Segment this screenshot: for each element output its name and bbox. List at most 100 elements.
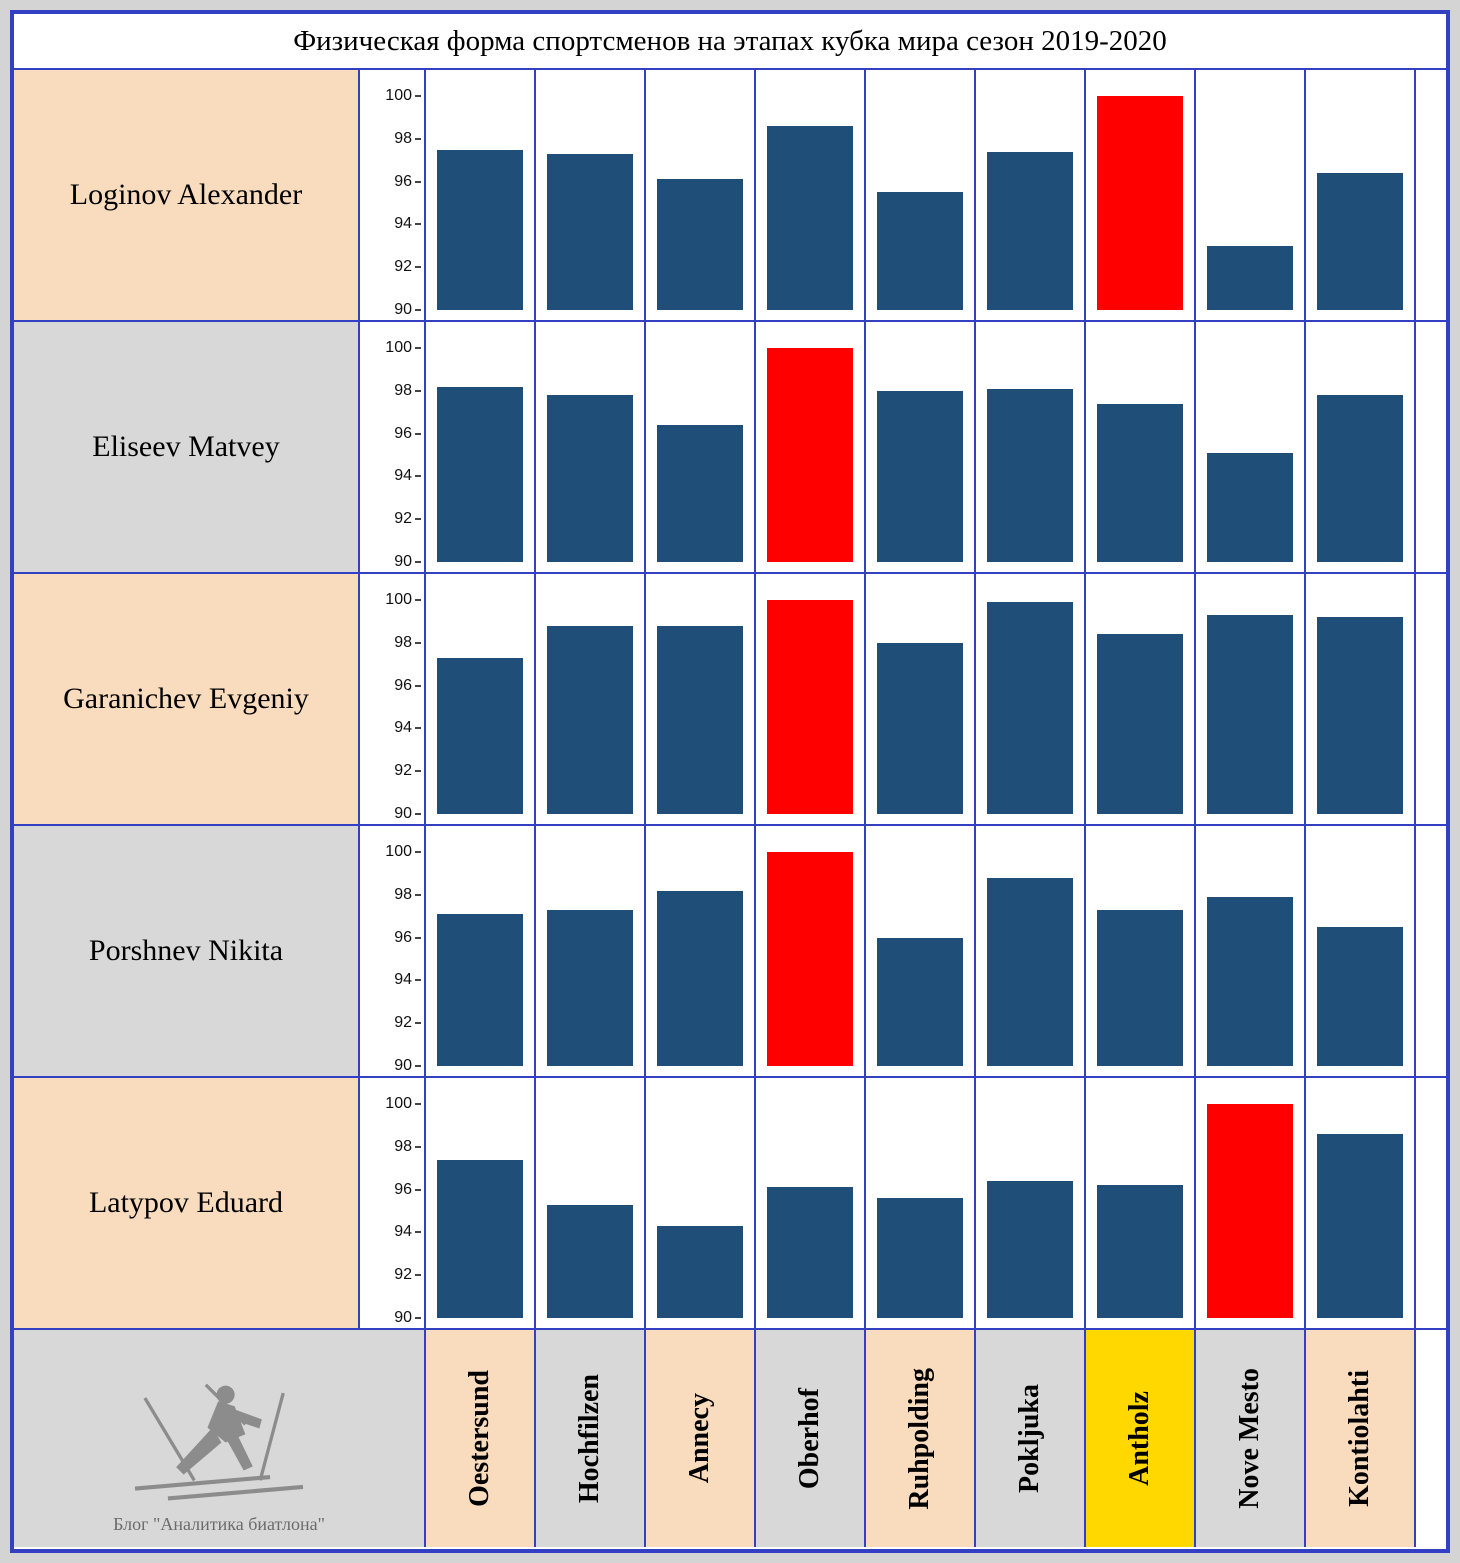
athlete-name: Loginov Alexander bbox=[14, 70, 360, 320]
bar-loginov-alexander-kontiolahti bbox=[1317, 173, 1403, 310]
bar-cell-ruhpolding bbox=[866, 70, 976, 320]
y-tick-label: 94 bbox=[394, 1223, 412, 1241]
bar-cell-oberhof bbox=[756, 826, 866, 1076]
y-tick: 90 bbox=[394, 1057, 421, 1075]
bar-loginov-alexander-annecy bbox=[657, 179, 743, 310]
blog-logo-cell: Блог "Аналитика биатлона" bbox=[14, 1330, 426, 1547]
y-tick: 94 bbox=[394, 467, 421, 485]
bar-cell-hochfilzen bbox=[536, 322, 646, 572]
y-tick: 98 bbox=[394, 130, 421, 148]
y-tick: 96 bbox=[394, 425, 421, 443]
bar-cell-annecy bbox=[646, 70, 756, 320]
bar-cell-annecy bbox=[646, 322, 756, 572]
tick-mark bbox=[415, 475, 421, 478]
bar-latypov-eduard-hochfilzen bbox=[547, 1204, 633, 1318]
bar-garanichev-evgeniy-pokljuka bbox=[987, 602, 1073, 814]
stage-label-antholz: Antholz bbox=[1086, 1330, 1196, 1547]
y-axis: 100 98 96 94 92 90 bbox=[360, 70, 426, 320]
spacer-cell bbox=[1416, 574, 1446, 824]
tick-mark bbox=[415, 266, 421, 269]
y-tick: 90 bbox=[394, 805, 421, 823]
tick-mark bbox=[415, 137, 421, 140]
athlete-row-garanichev-evgeniy: Garanichev Evgeniy 100 98 96 94 92 90 bbox=[14, 574, 1446, 826]
bar-garanichev-evgeniy-oberhof bbox=[767, 600, 853, 814]
bar-cell-pokljuka bbox=[976, 322, 1086, 572]
stage-label-kontiolahti: Kontiolahti bbox=[1306, 1330, 1416, 1547]
athlete-row-loginov-alexander: Loginov Alexander 100 98 96 94 92 90 bbox=[14, 70, 1446, 322]
tick-mark bbox=[415, 1022, 421, 1025]
tick-mark bbox=[415, 727, 421, 730]
bar-cell-hochfilzen bbox=[536, 1078, 646, 1328]
y-tick-label: 92 bbox=[394, 1014, 412, 1032]
y-tick-label: 94 bbox=[394, 719, 412, 737]
y-tick-label: 100 bbox=[385, 87, 412, 104]
bar-latypov-eduard-annecy bbox=[657, 1225, 743, 1318]
bar-cell-oestersund bbox=[426, 70, 536, 320]
tick-mark bbox=[415, 223, 421, 226]
athlete-row-eliseev-matvey: Eliseev Matvey 100 98 96 94 92 90 bbox=[14, 322, 1446, 574]
spacer-cell bbox=[1416, 1330, 1446, 1547]
y-tick-label: 90 bbox=[394, 1057, 412, 1074]
y-tick: 96 bbox=[394, 1181, 421, 1199]
athlete-row-porshnev-nikita: Porshnev Nikita 100 98 96 94 92 90 bbox=[14, 826, 1446, 1078]
bar-cell-ruhpolding bbox=[866, 1078, 976, 1328]
y-tick-label: 100 bbox=[385, 1095, 412, 1112]
bar-cell-kontiolahti bbox=[1306, 322, 1416, 572]
y-tick-label: 96 bbox=[394, 424, 412, 442]
y-tick-label: 98 bbox=[394, 885, 412, 903]
bar-cell-annecy bbox=[646, 574, 756, 824]
bar-cell-antholz bbox=[1086, 826, 1196, 1076]
y-tick: 94 bbox=[394, 971, 421, 989]
stage-label-text: Oestersund bbox=[464, 1370, 495, 1507]
y-tick-label: 92 bbox=[394, 762, 412, 780]
tick-mark bbox=[415, 1274, 421, 1277]
bar-garanichev-evgeniy-kontiolahti bbox=[1317, 617, 1403, 814]
y-tick: 90 bbox=[394, 301, 421, 319]
bar-garanichev-evgeniy-hochfilzen bbox=[547, 625, 633, 814]
y-tick-label: 92 bbox=[394, 1266, 412, 1284]
y-tick-label: 94 bbox=[394, 971, 412, 989]
bar-garanichev-evgeniy-oestersund bbox=[437, 657, 523, 814]
y-tick: 100 bbox=[385, 843, 421, 861]
bar-porshnev-nikita-oestersund bbox=[437, 914, 523, 1066]
bar-latypov-eduard-pokljuka bbox=[987, 1181, 1073, 1318]
bar-loginov-alexander-hochfilzen bbox=[547, 153, 633, 310]
y-tick-label: 100 bbox=[385, 591, 412, 608]
y-tick-label: 96 bbox=[394, 676, 412, 694]
tick-mark bbox=[415, 851, 421, 853]
bar-cell-ruhpolding bbox=[866, 322, 976, 572]
tick-mark bbox=[415, 389, 421, 392]
bar-eliseev-matvey-hochfilzen bbox=[547, 395, 633, 562]
tick-mark bbox=[415, 1145, 421, 1148]
stage-labels-row: Блог "Аналитика биатлона" Oestersund Hoch… bbox=[14, 1330, 1446, 1547]
bar-cell-pokljuka bbox=[976, 70, 1086, 320]
y-tick: 98 bbox=[394, 634, 421, 652]
bar-cell-kontiolahti bbox=[1306, 574, 1416, 824]
bar-porshnev-nikita-kontiolahti bbox=[1317, 926, 1403, 1066]
bar-eliseev-matvey-antholz bbox=[1097, 403, 1183, 562]
blog-caption: Блог "Аналитика биатлона" bbox=[113, 1514, 325, 1534]
y-tick: 98 bbox=[394, 382, 421, 400]
y-tick: 92 bbox=[394, 762, 421, 780]
bar-latypov-eduard-kontiolahti bbox=[1317, 1133, 1403, 1318]
y-tick: 100 bbox=[385, 591, 421, 609]
bar-cell-nove-mesto bbox=[1196, 70, 1306, 320]
y-tick: 92 bbox=[394, 258, 421, 276]
bar-porshnev-nikita-annecy bbox=[657, 890, 743, 1066]
stage-label-text: Nove Mesto bbox=[1234, 1368, 1265, 1509]
y-tick-label: 90 bbox=[394, 1309, 412, 1326]
y-tick: 98 bbox=[394, 1138, 421, 1156]
bar-cell-oestersund bbox=[426, 826, 536, 1076]
tick-mark bbox=[415, 893, 421, 896]
y-axis: 100 98 96 94 92 90 bbox=[360, 1078, 426, 1328]
bar-cell-pokljuka bbox=[976, 574, 1086, 824]
athlete-name: Latypov Eduard bbox=[14, 1078, 360, 1328]
bar-loginov-alexander-ruhpolding bbox=[877, 192, 963, 310]
tick-mark bbox=[415, 1188, 421, 1191]
y-tick: 100 bbox=[385, 1095, 421, 1113]
spacer-cell bbox=[1416, 70, 1446, 320]
y-tick: 100 bbox=[385, 87, 421, 105]
y-tick: 94 bbox=[394, 1223, 421, 1241]
y-tick: 94 bbox=[394, 719, 421, 737]
bar-cell-ruhpolding bbox=[866, 574, 976, 824]
